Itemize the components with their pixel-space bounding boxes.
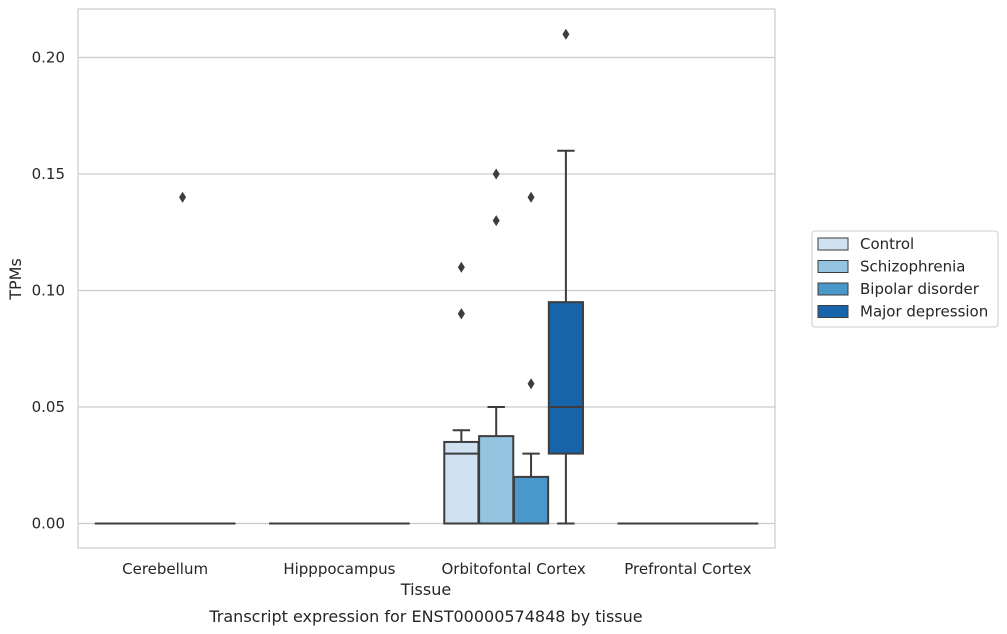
box-body <box>478 435 515 525</box>
outlier-point <box>527 191 535 203</box>
legend-swatch <box>817 282 849 296</box>
plot-area-frame <box>77 8 776 549</box>
outlier-point <box>562 28 570 40</box>
box-body <box>443 440 480 525</box>
legend-label: Control <box>860 235 914 253</box>
x-axis-ticks: Cerebellum Hipppocampus Orbitofontal Corte… <box>122 560 751 578</box>
box-body <box>512 475 550 525</box>
box-plots <box>94 28 759 525</box>
legend: Control Schizophrenia Bipolar disorder Majo… <box>811 230 999 328</box>
outlier-point <box>457 308 465 320</box>
legend-swatch <box>817 237 849 251</box>
chart-title: Transcript expression for ENST0000057484… <box>208 607 642 626</box>
outlier-point <box>179 191 187 203</box>
plot-area-background <box>78 9 775 548</box>
outlier-point <box>457 261 465 273</box>
box-major-depression <box>547 28 584 525</box>
y-tick-label: 0.20 <box>32 49 65 67</box>
y-tick-label: 0.05 <box>32 398 65 416</box>
legend-label: Bipolar disorder <box>860 280 980 298</box>
legend-label: Major depression <box>860 303 988 321</box>
legend-label: Schizophrenia <box>860 258 965 276</box>
x-tick-label: Prefrontal Cortex <box>624 560 751 578</box>
outlier-point <box>527 378 535 390</box>
legend-swatch <box>817 305 849 318</box>
box-schizophrenia <box>478 168 515 525</box>
box-body <box>547 301 584 455</box>
y-tick-label: 0.00 <box>32 515 65 533</box>
legend-swatch <box>817 260 849 273</box>
x-tick-label: Hipppocampus <box>283 560 395 578</box>
y-axis-label: TPMs <box>6 258 25 301</box>
x-tick-label: Orbitofontal Cortex <box>442 560 586 578</box>
x-axis-label: Tissue <box>400 580 451 599</box>
outlier-point <box>492 168 500 180</box>
y-tick-label: 0.10 <box>32 282 65 300</box>
y-axis-ticks: 0.00 0.05 0.10 0.15 0.20 <box>32 49 65 533</box>
box-control <box>443 261 480 525</box>
outlier-point <box>492 215 500 227</box>
legend-frame <box>811 230 999 328</box>
y-tick-label: 0.15 <box>32 165 65 183</box>
box-bipolar-disorder <box>512 191 550 525</box>
x-tick-label: Cerebellum <box>122 560 208 578</box>
